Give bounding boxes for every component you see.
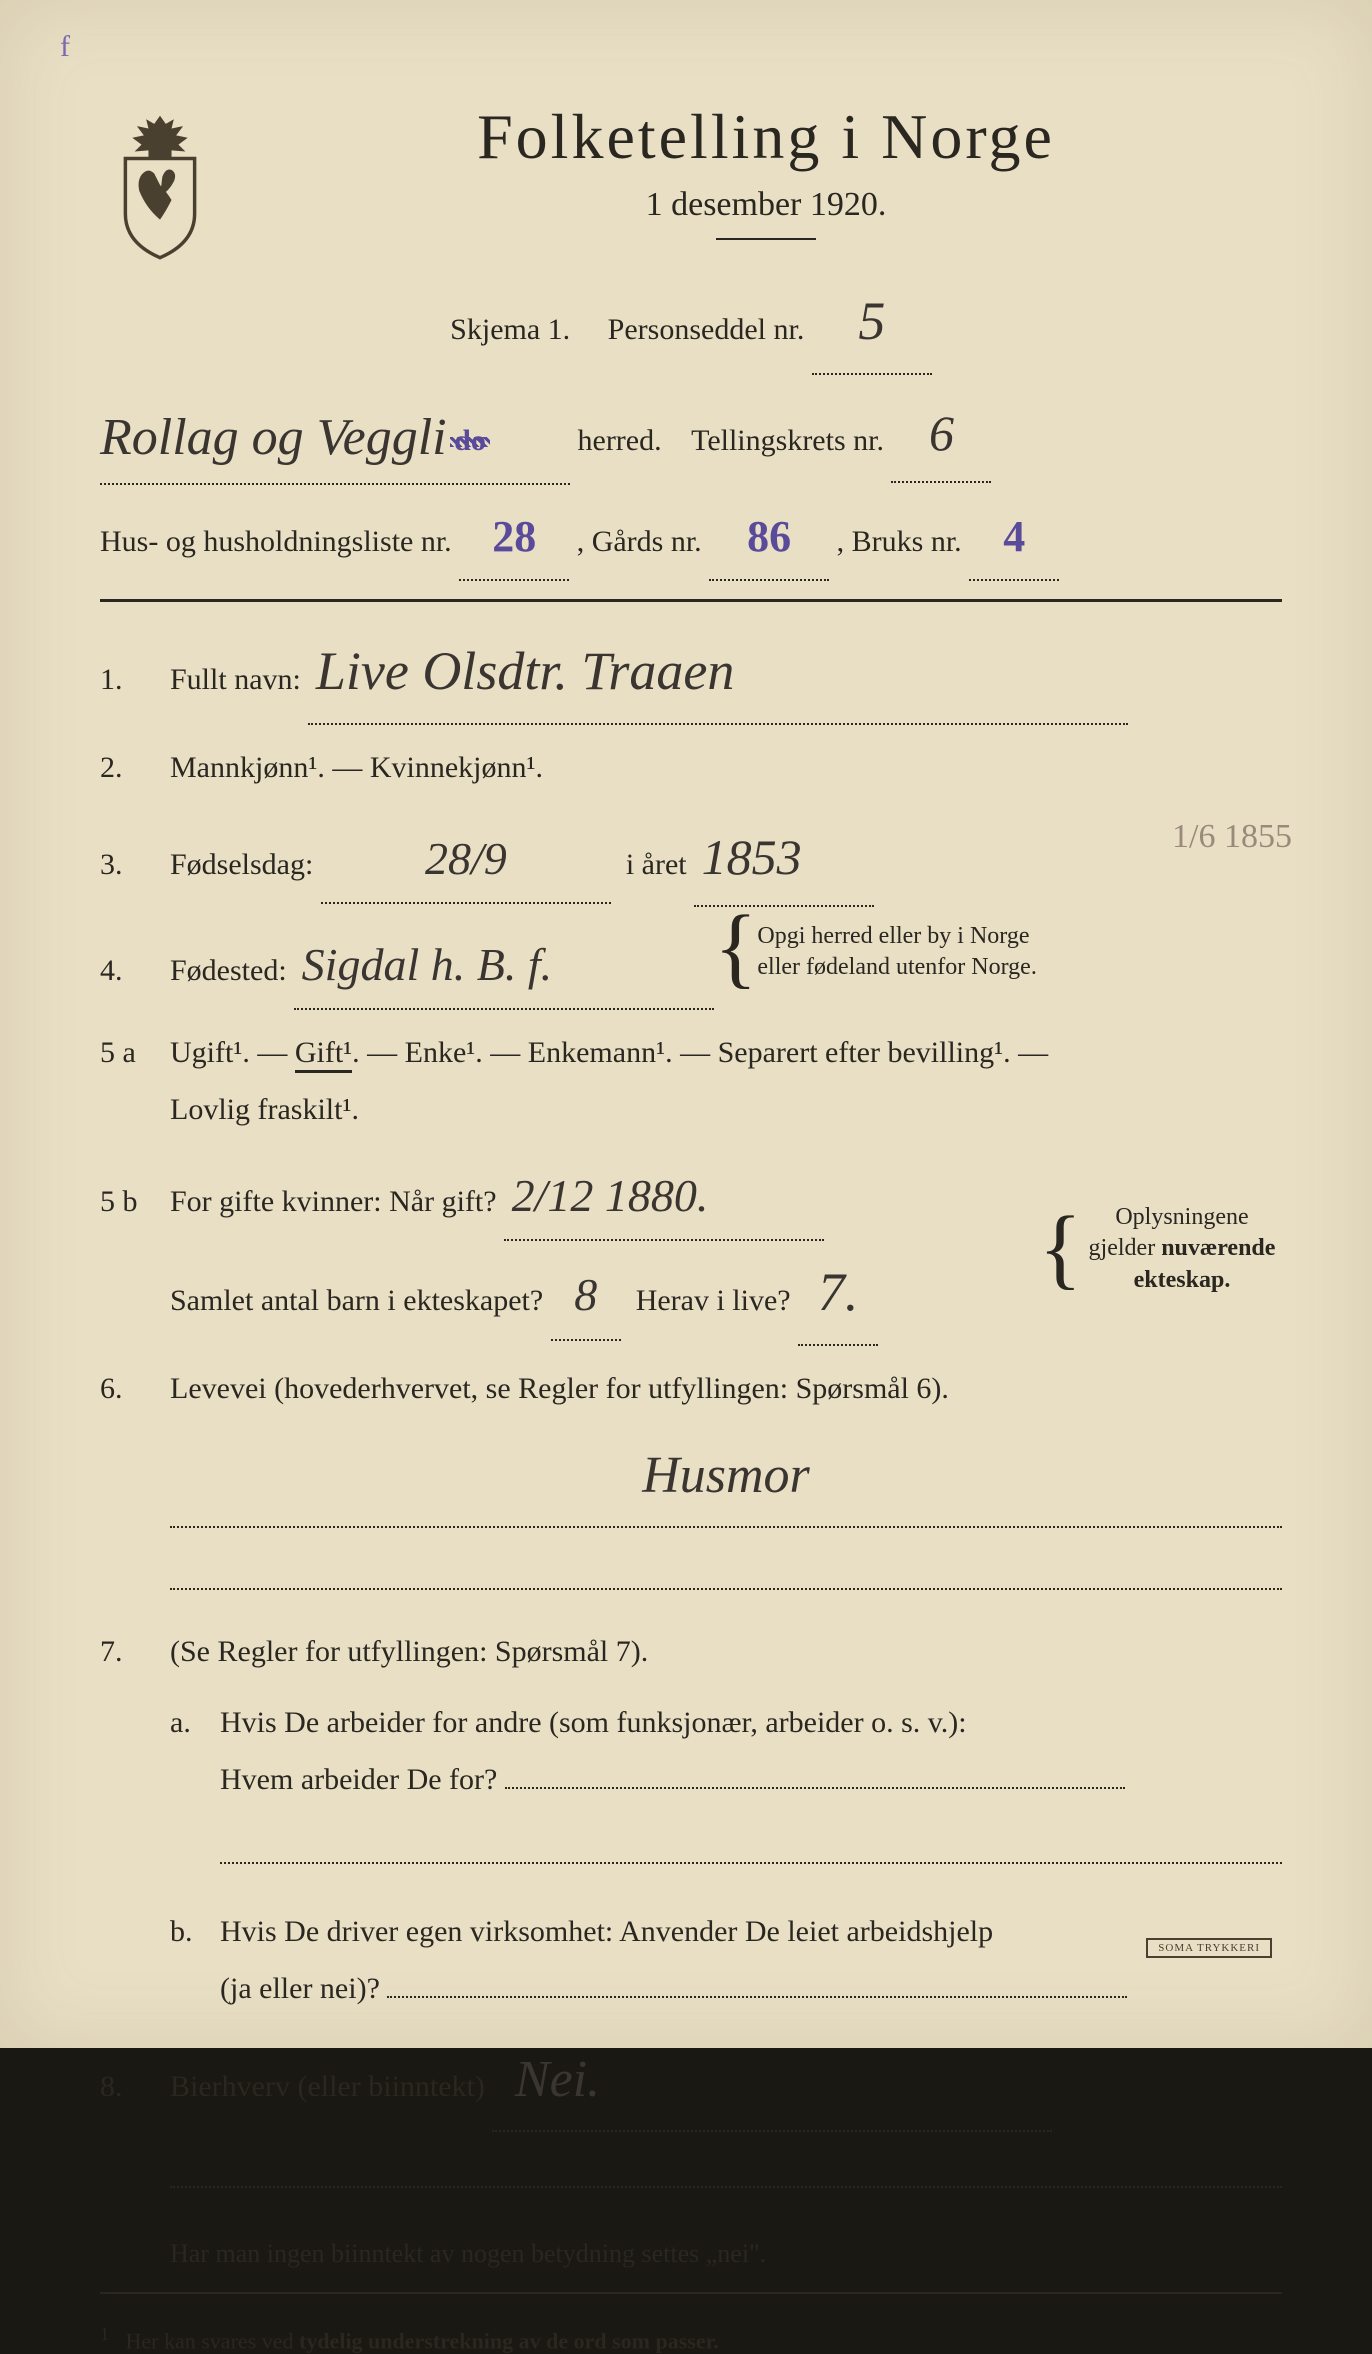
q4-aside2: eller fødeland utenfor Norge. — [757, 952, 1036, 983]
herred-value: Rollag og Veggli — [100, 389, 447, 488]
q4-aside: Opgi herred eller by i Norge eller fødel… — [757, 921, 1036, 983]
q5b-l2-value2: 7. — [818, 1241, 859, 1344]
q4-aside1: Opgi herred eller by i Norge — [757, 921, 1036, 952]
q5b-l1-label: For gifte kvinner: Når gift? — [170, 1185, 497, 1218]
q1: 1. Fullt navn: Live Olsdtr. Traaen — [100, 620, 1282, 725]
q5b-aside2: gjelder nuværende — [1082, 1233, 1282, 1264]
q6-blank-line — [170, 1548, 1282, 1590]
tellingskrets-label: Tellingskrets nr. — [691, 424, 884, 457]
header: Folketelling i Norge 1 desember 1920. — [100, 100, 1282, 260]
q4-num: 4. — [100, 954, 170, 988]
subtitle-date: 1 desember 1920. — [250, 186, 1282, 224]
q3: 3. Fødselsdag: 28/9 i året 1853 1/6 1855 — [100, 810, 1282, 907]
q5a-line2: Lovlig fraskilt¹. — [170, 1081, 1282, 1138]
husliste-nr: 28 — [492, 495, 536, 579]
coat-of-arms-icon — [100, 110, 220, 260]
q5a-pre: Ugift¹. — — [170, 1036, 295, 1069]
q2-text: Mannkjønn¹. — Kvinnekjønn¹. — [170, 739, 1282, 796]
q6: 6. Levevei (hovederhvervet, se Regler fo… — [100, 1360, 1282, 1609]
q3-year-label: i året — [626, 848, 687, 881]
q5a-gift: Gift¹ — [295, 1036, 352, 1073]
q8: 8. Bierhverv (eller biinntekt) Nei. Har … — [100, 2031, 1282, 2278]
q4-value: Sigdal h. B. f. — [302, 921, 552, 1008]
q5b: 5 b For gifte kvinner: Når gift? 2/12 18… — [100, 1152, 1282, 1346]
q5b-l1-value: 2/12 1880. — [512, 1152, 709, 1239]
q8-blank — [170, 2150, 1282, 2188]
q5b-aside1: Oplysningene — [1082, 1202, 1282, 1233]
q3-num: 3. — [100, 848, 170, 882]
q8-note: Har man ingen biinntekt av nogen betydni… — [170, 2229, 1282, 2278]
q6-label: Levevei (hovederhvervet, se Regler for u… — [170, 1372, 949, 1405]
main-title: Folketelling i Norge — [250, 100, 1282, 174]
q7b-text: Hvis De driver egen virksomhet: Anvender… — [220, 1903, 1282, 1960]
q6-value: Husmor — [642, 1427, 810, 1526]
bruks-nr: 4 — [1003, 495, 1025, 579]
q7a-blank — [505, 1767, 1125, 1789]
q7-intro: (Se Regler for utfyllingen: Spørsmål 7). — [170, 1623, 1282, 1680]
q1-label: Fullt navn: — [170, 663, 301, 696]
q5b-l2-value: 8 — [574, 1251, 597, 1338]
divider-1 — [100, 599, 1282, 602]
gards-label: , Gårds nr. — [577, 525, 702, 558]
q8-value: Nei. — [515, 2031, 600, 2130]
struck-text: do — [454, 412, 486, 469]
bruks-label: , Bruks nr. — [837, 525, 962, 558]
q7b-label: b. — [170, 1903, 220, 2017]
personseddel-nr: 5 — [858, 270, 885, 373]
q3-pencil-note: 1/6 1855 — [1172, 805, 1292, 870]
brace-icon: { — [714, 921, 757, 975]
title-divider — [716, 238, 816, 240]
footnote: 1 Her kan svares ved tydelig understrekn… — [100, 2324, 1282, 2354]
q7a-blank2 — [220, 1826, 1282, 1864]
q5a-num: 5 a — [100, 1036, 170, 1070]
q6-num: 6. — [100, 1372, 170, 1406]
q5a-post: . — Enke¹. — Enkemann¹. — Separert efter… — [352, 1036, 1048, 1069]
printer-stamp: SOMA TRYKKERI — [1146, 1938, 1272, 1958]
q8-num: 8. — [100, 2070, 170, 2104]
husliste-line: Hus- og husholdningsliste nr. 28 , Gårds… — [100, 495, 1282, 581]
q7b-blank — [387, 1976, 1127, 1998]
q5b-num: 5 b — [100, 1185, 170, 1219]
q5b-aside3: ekteskap. — [1082, 1265, 1282, 1296]
q5b-l2-label2: Herav i live? — [636, 1284, 791, 1317]
personseddel-label: Personseddel nr. — [608, 313, 805, 346]
q8-label: Bierhverv (eller biinntekt) — [170, 2070, 485, 2103]
schema-line: Skjema 1. Personseddel nr. 5 — [100, 270, 1282, 375]
herred-label: herred. — [578, 424, 662, 457]
q3-label: Fødselsdag: — [170, 848, 313, 881]
q5b-l2-label: Samlet antal barn i ekteskapet? — [170, 1284, 543, 1317]
q2: 2. Mannkjønn¹. — Kvinnekjønn¹. — [100, 739, 1282, 796]
q7b-text2: (ja eller nei)? — [220, 1972, 380, 2005]
divider-2 — [100, 2292, 1282, 2294]
q1-value: Live Olsdtr. Traaen — [316, 620, 735, 723]
q7: 7. (Se Regler for utfyllingen: Spørsmål … — [100, 1623, 1282, 2017]
q5a: 5 a Ugift¹. — Gift¹. — Enke¹. — Enkemann… — [100, 1024, 1282, 1138]
q7-num: 7. — [100, 1635, 170, 1669]
gards-nr: 86 — [747, 495, 791, 579]
q7a-text2: Hvem arbeider De for? — [220, 1763, 497, 1796]
husliste-label: Hus- og husholdningsliste nr. — [100, 525, 452, 558]
q5b-aside: Oplysningene gjelder nuværende ekteskap. — [1082, 1202, 1282, 1296]
herred-line: Rollag og Veggli do herred. Tellingskret… — [100, 385, 1282, 486]
q4: 4. Fødested: Sigdal h. B. f. { Opgi herr… — [100, 921, 1282, 1010]
q1-num: 1. — [100, 663, 170, 697]
q7a-label: a. — [170, 1694, 220, 1883]
q3-year: 1853 — [702, 810, 802, 905]
q4-label: Fødested: — [170, 954, 287, 987]
q2-num: 2. — [100, 751, 170, 785]
q7a-text: Hvis De arbeider for andre (som funksjon… — [220, 1694, 1282, 1751]
schema-label: Skjema 1. — [450, 313, 570, 346]
tellingskrets-nr: 6 — [929, 386, 954, 481]
q3-day: 28/9 — [425, 815, 507, 902]
brace-icon-2: { — [1039, 1222, 1082, 1276]
census-form-page: f Folketelling i Norge 1 desember 1920. … — [0, 0, 1372, 2048]
corner-mark: f — [60, 30, 70, 64]
